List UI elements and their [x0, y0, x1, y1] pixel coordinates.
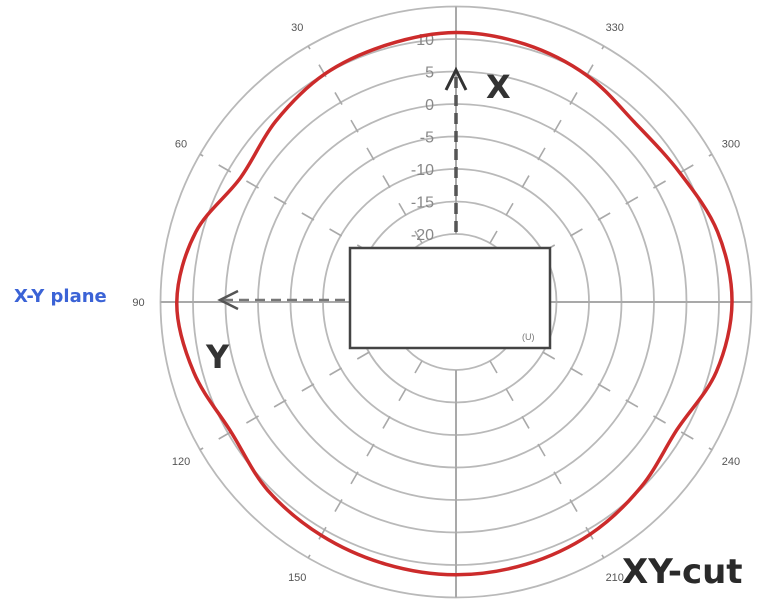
y-axis-arrowhead [217, 289, 239, 311]
angle-tick-label: 30 [291, 22, 303, 34]
cut-label: XY-cut [622, 552, 743, 592]
radial-tick-label: -15 [411, 195, 434, 212]
angle-tick-label: 210 [606, 572, 624, 584]
radial-tick-label: -20 [411, 227, 434, 244]
x-axis-arrowhead [444, 66, 468, 91]
angle-tick-label: 330 [606, 22, 624, 34]
angle-tick-label: 60 [175, 138, 187, 150]
y-axis-label: Y [205, 338, 230, 376]
angle-gridline [489, 360, 605, 559]
angle-gridline [307, 360, 423, 559]
radial-tick-label: 5 [425, 65, 434, 82]
angle-tick-label: 90 [132, 297, 144, 309]
angle-tick-label: 120 [172, 456, 190, 468]
angle-gridline [199, 335, 398, 451]
radial-tick-label: -10 [411, 162, 434, 179]
device-board-outline [348, 246, 552, 350]
angle-tick-label: 150 [288, 572, 306, 584]
board-label: (U) [522, 332, 535, 342]
x-axis-label: X [486, 68, 511, 106]
angle-tick-label: 300 [722, 138, 740, 150]
angle-gridline [489, 45, 605, 244]
plane-label: X-Y plane [14, 286, 107, 307]
angle-gridline [307, 45, 423, 244]
radial-tick-label: 0 [425, 97, 434, 114]
radiation-pattern-trace [175, 30, 734, 577]
angle-tick-label: 240 [722, 456, 740, 468]
angle-gridline [514, 335, 713, 451]
radial-tick-label: -5 [420, 130, 434, 147]
